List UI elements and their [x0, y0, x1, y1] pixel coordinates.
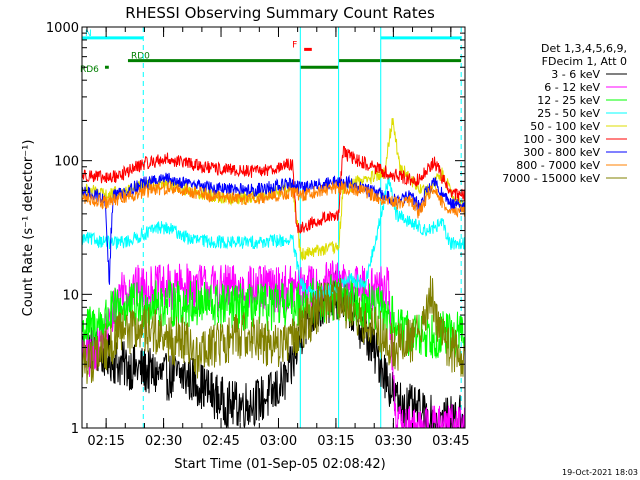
y-tick-label-0: 1 — [71, 422, 79, 437]
plot-frame — [81, 26, 466, 429]
legend-label-0: 3 - 6 keV — [551, 68, 600, 81]
intervals-layer: N F RD0 RD6 — [80, 29, 462, 75]
legend: Det 1,3,4,5,6,9,FDecim 1, Att 03 - 6 keV… — [502, 42, 627, 185]
legend-label-7: 800 - 7000 keV — [516, 159, 600, 172]
legend-label-6: 300 - 800 keV — [523, 146, 600, 159]
x-tick-label-2: 02:45 — [202, 434, 239, 449]
x-tick-label-4: 03:15 — [317, 434, 354, 449]
series-line-5 — [82, 145, 465, 234]
x-axis: 02:15 02:30 02:45 03:00 03:15 03:30 03:45 — [86, 27, 470, 449]
y-tick-label-1: 10 — [62, 288, 79, 303]
legend-label-8: 7000 - 15000 keV — [502, 172, 600, 185]
y-tick-label-2: 100 — [54, 155, 79, 170]
interval-label-rd0: RD0 — [131, 52, 150, 62]
legend-label-3: 25 - 50 keV — [537, 107, 600, 120]
legend-header-1: FDecim 1, Att 0 — [542, 55, 627, 68]
legend-label-5: 100 - 300 keV — [523, 133, 600, 146]
series-line-3 — [82, 174, 465, 300]
series-line-6 — [82, 172, 465, 285]
interval-label-f: F — [292, 40, 297, 50]
x-tick-label-1: 02:30 — [145, 434, 182, 449]
interval-label-n: N — [85, 29, 92, 39]
y-axis: 1 10 100 1000 — [46, 21, 465, 437]
series-line-8 — [82, 275, 465, 384]
x-tick-label-3: 03:00 — [260, 434, 297, 449]
x-axis-label: Start Time (01-Sep-05 02:08:42) — [174, 457, 385, 472]
series-line-0 — [82, 270, 465, 428]
legend-label-2: 12 - 25 keV — [537, 94, 600, 107]
series-layer — [82, 117, 465, 428]
y-tick-label-3: 1000 — [46, 21, 79, 36]
chart-title: RHESSI Observing Summary Count Rates — [125, 4, 435, 22]
interval-label-rd6: RD6 — [80, 65, 99, 75]
legend-label-4: 50 - 100 keV — [530, 120, 600, 133]
footer-timestamp: 19-Oct-2021 18:03 — [562, 468, 638, 477]
legend-header-0: Det 1,3,4,5,6,9, — [541, 42, 627, 55]
series-line-7 — [82, 181, 465, 219]
vertical-lines-layer — [81, 27, 462, 428]
y-axis-label: Count Rate (s⁻¹ detector⁻¹) — [21, 140, 36, 317]
x-tick-label-0: 02:15 — [87, 434, 124, 449]
x-tick-label-5: 03:30 — [375, 434, 412, 449]
x-tick-label-6: 03:45 — [432, 434, 469, 449]
legend-label-1: 6 - 12 keV — [544, 81, 600, 94]
